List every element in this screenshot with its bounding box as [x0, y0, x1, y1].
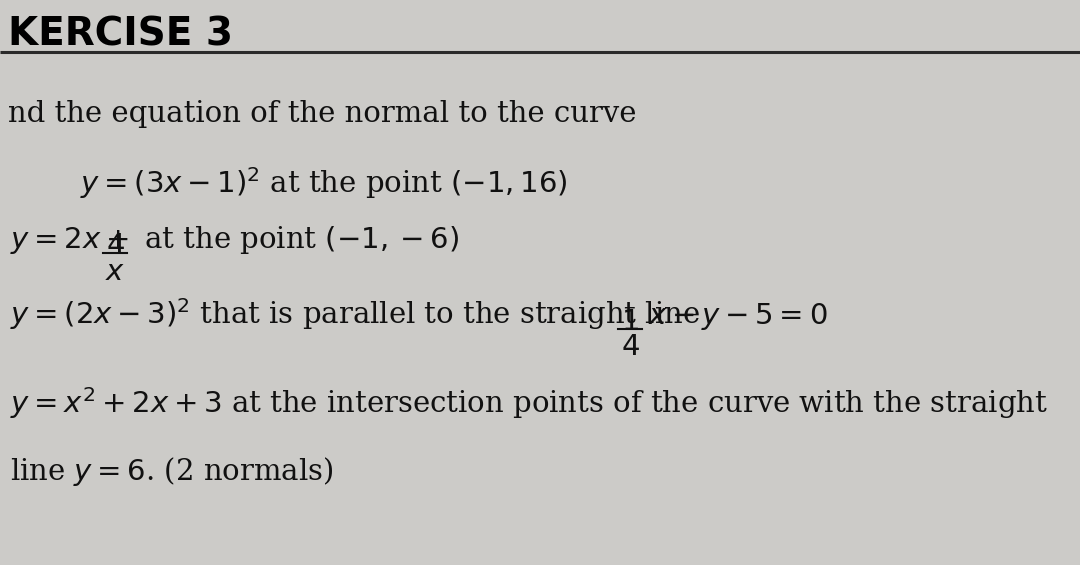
Text: $4$: $4$	[106, 232, 124, 260]
Text: at the point $(-1,-6)$: at the point $(-1,-6)$	[135, 224, 459, 256]
Text: KERCISE 3: KERCISE 3	[8, 15, 233, 53]
Text: $y=(3x-1)^2$ at the point $(-1,16)$: $y=(3x-1)^2$ at the point $(-1,16)$	[80, 165, 567, 201]
Text: $y=x^2+2x+3$ at the intersection points of the curve with the straight: $y=x^2+2x+3$ at the intersection points …	[10, 385, 1048, 421]
Text: $4$: $4$	[621, 333, 639, 361]
Text: $1$: $1$	[621, 308, 639, 336]
Text: $y=2x+$: $y=2x+$	[10, 225, 129, 256]
Text: $x$: $x$	[105, 258, 125, 286]
Text: line $y=6$. (2 normals): line $y=6$. (2 normals)	[10, 455, 334, 488]
Text: $x-y-5=0$: $x-y-5=0$	[648, 301, 827, 332]
Text: $y=(2x-3)^2$ that is parallel to the straight line: $y=(2x-3)^2$ that is parallel to the str…	[10, 296, 702, 332]
Text: nd the equation of the normal to the curve: nd the equation of the normal to the cur…	[8, 100, 636, 128]
